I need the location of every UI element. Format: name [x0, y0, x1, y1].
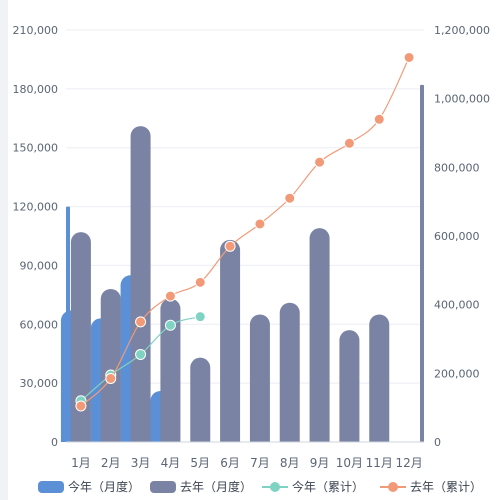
left-axis-tick-label: 210,000 [13, 24, 59, 37]
bar-last-year-10月 [339, 330, 360, 442]
right-axis-tick-label: 1,000,000 [434, 93, 490, 106]
x-axis-tick-label: 7月 [250, 456, 270, 470]
left-axis-tick-label: 120,000 [13, 201, 59, 214]
line-point-0 [194, 311, 206, 323]
legend-label-2: 今年（累计） [292, 479, 364, 494]
line-point-1 [403, 51, 415, 63]
line-point-1 [194, 276, 206, 288]
bar-last-year-6月 [220, 239, 241, 442]
legend-label-0: 今年（月度） [68, 479, 140, 494]
bar-last-year-9月 [309, 228, 330, 442]
right-axis-tick-label: 800,000 [434, 161, 480, 174]
legend-swatch-dot-3 [388, 482, 398, 492]
left-axis-tick-label: 0 [51, 436, 58, 449]
line-point-1 [135, 316, 147, 328]
x-axis-tick-label: 10月 [336, 456, 363, 470]
left-axis-tick-label: 30,000 [20, 377, 59, 390]
bar-last-year-3月 [130, 126, 151, 443]
legend-swatch-0 [38, 481, 64, 493]
left-axis-tick-label: 60,000 [20, 318, 59, 331]
line-point-1 [75, 400, 87, 412]
line-point-1 [373, 113, 385, 125]
right-axis-tick-label: 0 [434, 436, 441, 449]
left-axis-tick-label: 180,000 [13, 83, 59, 96]
line-point-0 [164, 319, 176, 331]
bar-last-year-7月 [249, 314, 270, 442]
x-axis-tick-label: 3月 [131, 456, 151, 470]
line-series-1 [80, 57, 410, 407]
line-point-1 [164, 290, 176, 302]
x-axis-tick-label: 12月 [395, 456, 422, 470]
line-point-1 [314, 156, 326, 168]
x-axis-tick-label: 11月 [366, 456, 393, 470]
line-point-1 [343, 137, 355, 149]
bar-last-year-11月 [369, 314, 390, 442]
line-point-1 [224, 240, 236, 252]
right-axis-tick-label: 600,000 [434, 230, 480, 243]
x-axis-tick-label: 4月 [161, 456, 181, 470]
legend-label-1: 去年（月度） [180, 479, 252, 494]
line-point-1 [284, 192, 296, 204]
right-axis-bar [420, 84, 424, 442]
left-axis-tick-label: 150,000 [13, 142, 59, 155]
bar-last-year-5月 [190, 357, 211, 442]
right-axis-tick-label: 400,000 [434, 299, 480, 312]
legend-swatch-dot-2 [270, 482, 280, 492]
legend-swatch-1 [150, 481, 176, 493]
x-axis-tick-label: 1月 [71, 456, 91, 470]
bar-last-year-4月 [160, 298, 181, 442]
x-axis-tick-label: 8月 [280, 456, 300, 470]
page-edge-stripe [0, 0, 8, 500]
bar-last-year-1月 [70, 232, 91, 442]
x-axis-tick-label: 6月 [220, 456, 240, 470]
x-axis-tick-label: 5月 [190, 456, 210, 470]
x-axis-tick-label: 9月 [310, 456, 330, 470]
line-point-0 [135, 348, 147, 360]
left-axis-tick-label: 90,000 [20, 259, 59, 272]
right-axis-tick-label: 1,200,000 [434, 24, 490, 37]
line-point-1 [105, 372, 117, 384]
legend-label-3: 去年（累计） [410, 480, 482, 494]
line-point-1 [254, 218, 266, 230]
bar-last-year-2月 [100, 288, 121, 442]
right-axis-tick-label: 200,000 [434, 367, 480, 380]
x-axis-tick-label: 2月 [101, 456, 121, 470]
bar-last-year-8月 [279, 302, 300, 442]
